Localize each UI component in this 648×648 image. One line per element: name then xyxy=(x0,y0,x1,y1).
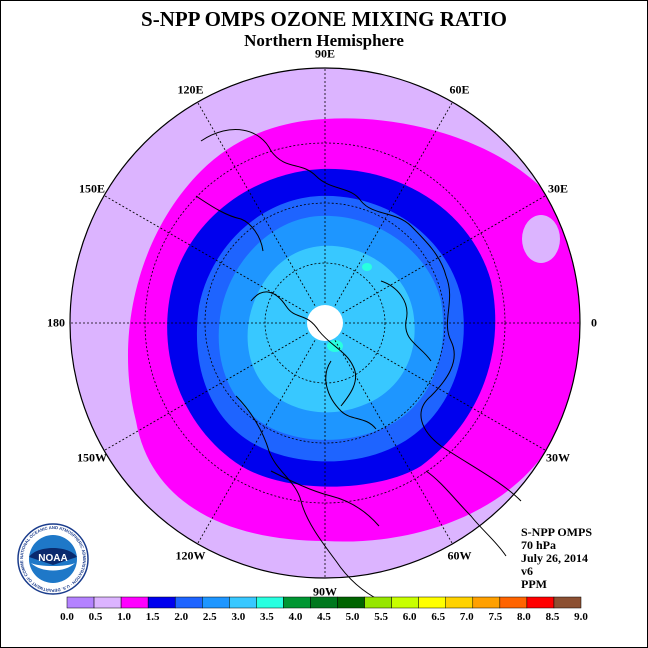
colorbar-tick-label: 7.5 xyxy=(488,611,503,623)
longitude-label: 60E xyxy=(449,82,470,97)
colorbar-tick-label: 5.0 xyxy=(345,611,360,623)
logo-text: NOAA xyxy=(38,553,67,564)
longitude-label: 0 xyxy=(591,315,597,330)
longitude-label: 60W xyxy=(447,548,472,563)
colorbar-tick-label: 4.0 xyxy=(288,611,303,623)
colorbar-segment xyxy=(337,596,365,609)
colorbar-segment xyxy=(202,596,230,609)
colorbar-tick-label: 6.0 xyxy=(402,611,417,623)
longitude-label: 90W xyxy=(313,584,337,599)
figure-title: S-NPP OMPS OZONE MIXING RATIO xyxy=(141,7,507,31)
longitude-label: 180 xyxy=(47,315,65,330)
coastlines xyxy=(195,129,522,602)
colorbar-tick-label: 8.5 xyxy=(545,611,560,623)
meridian-line xyxy=(342,195,547,314)
meridian-line xyxy=(334,340,453,545)
colorbar-tick-label: 0.5 xyxy=(88,611,103,623)
colorbar-segment xyxy=(283,596,311,609)
longitude-label: 120W xyxy=(175,548,206,563)
longitude-label: 150W xyxy=(77,450,108,464)
colorbar-tick-label: 1.5 xyxy=(145,611,160,623)
info-units: PPM xyxy=(521,577,547,591)
colorbar-tick-label: 4.5 xyxy=(317,611,331,623)
colorbar-tick-label: 9.0 xyxy=(574,611,588,623)
longitude-label: 150E xyxy=(79,181,106,195)
colorbar-tick-label: 2.5 xyxy=(202,611,217,623)
info-pressure: 70 hPa xyxy=(521,538,557,552)
colorbar-segment xyxy=(526,596,555,609)
info-block: S-NPP OMPS 70 hPa July 26, 2014 v6 PPM xyxy=(521,526,592,591)
meridian-line xyxy=(197,340,316,545)
colorbar-segment xyxy=(445,596,474,609)
colorbar-tick-label: 3.5 xyxy=(260,611,274,623)
colorbar-segment xyxy=(147,596,176,609)
colorbar-tick-label: 6.5 xyxy=(431,611,446,623)
meridian-line xyxy=(342,332,547,451)
colorbar-segment xyxy=(472,596,501,609)
level-cyan-patch xyxy=(362,263,372,271)
longitude-label: 90E xyxy=(314,46,336,61)
latitude-circle xyxy=(144,142,506,504)
meridian-line xyxy=(103,332,308,451)
colorbar-tick-label: 2.0 xyxy=(174,611,189,623)
colorbar-tick-label: 3.0 xyxy=(231,611,246,623)
longitude-label: 120E xyxy=(177,82,204,97)
map-boundary xyxy=(69,67,581,579)
colorbar-tick-label: 7.0 xyxy=(459,611,474,623)
colorbar-segment xyxy=(66,596,95,609)
no-data-pole xyxy=(307,305,343,341)
colorbar-segment xyxy=(364,596,392,609)
meridian-line xyxy=(103,195,308,314)
colorbar-tick-label: 0.0 xyxy=(60,611,74,623)
level-outer-patch xyxy=(522,215,560,263)
meridian-line xyxy=(197,101,316,306)
colorbar-segment xyxy=(93,596,122,609)
colorbar-segment xyxy=(174,596,203,609)
colorbar-segment xyxy=(120,596,149,609)
latitude-circle xyxy=(204,202,446,444)
noaa-logo-icon: NATIONAL OCEANIC AND ATMOSPHERIC ADMINIS… xyxy=(17,523,89,595)
info-date: July 26, 2014 xyxy=(521,551,589,565)
colorbar-tick-label: 1.0 xyxy=(117,611,131,623)
colorbar-tick-label: 5.5 xyxy=(374,611,388,623)
colorbar-segment xyxy=(499,596,528,609)
figure-subtitle: Northern Hemisphere xyxy=(244,31,404,50)
colorbar-segment xyxy=(553,596,582,609)
colorbar-segment xyxy=(229,596,257,609)
colorbar-segment xyxy=(418,596,446,609)
longitude-label: 30E xyxy=(547,181,568,195)
info-version: v6 xyxy=(521,564,533,578)
colorbar-segment xyxy=(256,596,284,609)
meridian-line xyxy=(334,101,453,306)
colorbar xyxy=(66,596,582,609)
info-instrument: S-NPP OMPS xyxy=(521,525,592,539)
colorbar-segment xyxy=(391,596,419,609)
latitude-circle xyxy=(264,262,386,384)
longitude-label: 30W xyxy=(545,450,570,464)
graticule xyxy=(70,68,580,578)
colorbar-tick-label: 8.0 xyxy=(517,611,531,623)
